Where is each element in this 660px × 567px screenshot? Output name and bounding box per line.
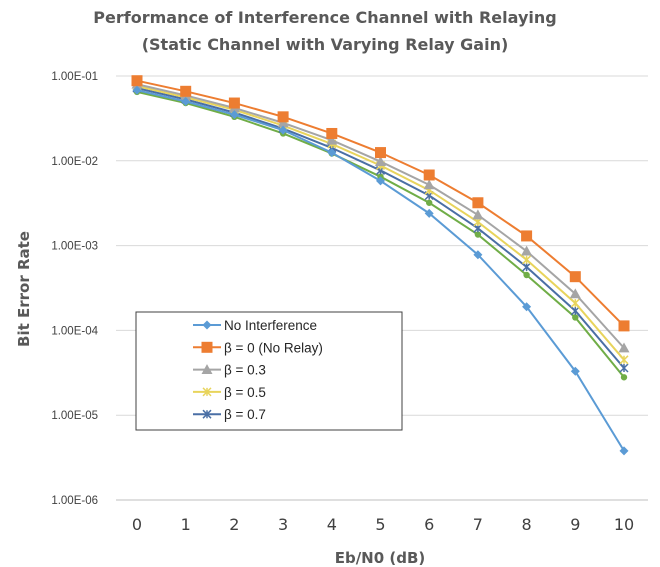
x-tick-label: 5 — [375, 515, 385, 534]
data-point — [522, 262, 532, 272]
data-point — [181, 97, 191, 107]
chart-subtitle: (Static Channel with Varying Relay Gain) — [142, 35, 509, 54]
series-3 — [131, 78, 630, 353]
x-tick-label: 10 — [614, 515, 634, 534]
x-tick-label: 7 — [473, 515, 483, 534]
data-point — [619, 355, 629, 365]
data-point — [326, 134, 338, 145]
data-point — [277, 111, 289, 123]
data-point — [131, 75, 143, 87]
data-point — [326, 127, 338, 139]
data-point — [619, 446, 629, 456]
y-axis-title: Bit Error Rate — [15, 231, 33, 347]
legend-entry: β = 0.3 — [193, 363, 266, 378]
legend: No Interference β = 0 (No Relay) β = 0.3 β … — [135, 311, 403, 431]
data-point — [619, 363, 629, 373]
data-point — [618, 342, 630, 353]
data-point — [522, 255, 532, 265]
data-point — [570, 298, 580, 308]
series-1 — [132, 85, 629, 456]
data-point — [424, 208, 434, 218]
x-tick-label: 1 — [181, 515, 191, 534]
legend-entry: No Interference — [193, 318, 317, 333]
series-line — [136, 83, 625, 349]
data-point — [132, 85, 142, 95]
data-point — [570, 366, 580, 376]
legend-label: β = 0 (No Relay) — [224, 340, 323, 355]
data-point — [523, 271, 530, 279]
data-point — [522, 302, 532, 312]
data-point — [569, 271, 581, 283]
x-tick-label: 0 — [132, 515, 142, 534]
data-point — [423, 179, 435, 190]
legend-marker — [202, 387, 212, 397]
legend-entry: β = 0.5 — [193, 385, 266, 400]
y-tick-label: 1.00E-02 — [51, 156, 98, 168]
y-tick-label: 1.00E-01 — [51, 71, 98, 83]
legend-marker — [201, 364, 213, 374]
legend-label: β = 0.7 — [224, 407, 266, 422]
legend-label: No Interference — [224, 318, 317, 333]
x-tick-label: 2 — [229, 515, 239, 534]
x-tick-label: 4 — [327, 515, 337, 534]
legend-marker — [202, 409, 212, 419]
legend-marker — [202, 320, 212, 330]
data-point — [473, 250, 483, 260]
axes: 1.00E-01 1.00E-02 1.00E-03 1.00E-04 1.00E-05… — [51, 71, 648, 534]
data-point — [472, 209, 484, 220]
x-tick-label: 9 — [570, 515, 580, 534]
data-point — [376, 176, 385, 186]
data-point — [521, 245, 533, 256]
data-point — [423, 169, 435, 181]
data-point — [277, 117, 289, 128]
legend-entry: β = 0.7 — [193, 407, 266, 422]
x-tick-label: 8 — [522, 515, 532, 534]
x-tick-label: 3 — [278, 515, 288, 534]
legend-entry: β = 0 (No Relay) — [193, 340, 323, 355]
data-point — [620, 374, 628, 381]
series-layer — [131, 75, 630, 456]
series-2 — [131, 75, 630, 332]
y-tick-label: 1.00E-06 — [51, 495, 98, 507]
y-tick-label: 1.00E-05 — [51, 410, 98, 422]
y-tick-label: 1.00E-04 — [51, 325, 98, 337]
legend-box — [135, 311, 403, 431]
data-point — [278, 125, 288, 135]
data-point — [180, 85, 192, 97]
legend-label: β = 0.3 — [224, 363, 266, 378]
data-point — [375, 147, 386, 159]
data-point — [375, 156, 386, 166]
data-point — [228, 97, 240, 109]
data-point — [327, 148, 337, 158]
x-axis-title: Eb/N0 (dB) — [335, 549, 426, 567]
y-tick-label: 1.00E-03 — [51, 241, 98, 253]
data-point — [229, 110, 239, 120]
data-point — [521, 230, 533, 242]
data-point — [474, 231, 482, 238]
data-point — [572, 314, 579, 321]
data-point — [570, 306, 580, 316]
x-tick-label: 6 — [424, 515, 434, 534]
data-point — [472, 197, 484, 209]
chart-title: Performance of Interference Channel with… — [93, 8, 556, 27]
legend-label: β = 0.5 — [224, 385, 266, 400]
legend-marker — [201, 341, 213, 353]
data-point — [618, 320, 630, 332]
data-point — [569, 288, 581, 299]
data-point — [426, 199, 433, 206]
